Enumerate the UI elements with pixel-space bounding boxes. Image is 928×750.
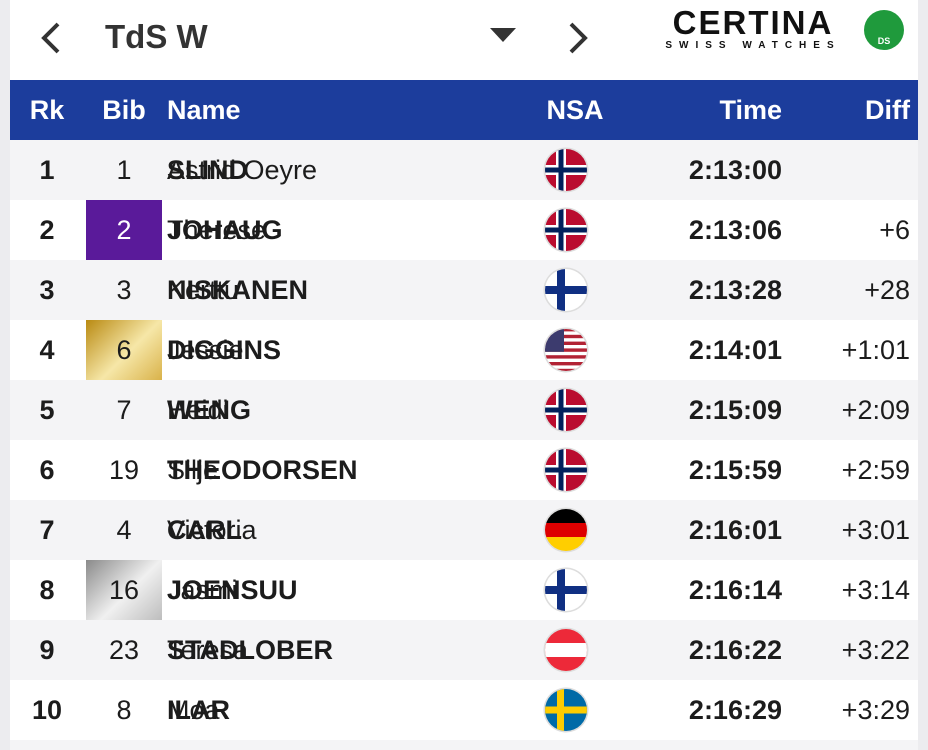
firstname: Silje xyxy=(167,455,219,485)
table-header: Rk Bib Name NSA Time Diff xyxy=(10,80,918,140)
rank: 3 xyxy=(39,275,55,305)
rank: 5 xyxy=(39,395,55,425)
firstname: Victoria xyxy=(167,515,257,545)
dropdown-button[interactable] xyxy=(488,26,518,46)
next-row xyxy=(10,740,918,750)
rank: 9 xyxy=(39,635,55,665)
time: 2:15:59 xyxy=(688,455,782,485)
result-row[interactable]: 6 19 THEODORSEN Silje 2:15:59 +2:59 xyxy=(10,440,918,500)
firstname: Astrid Oeyre xyxy=(167,155,318,185)
result-row[interactable]: 8 16 JOENSUU Jasmi 2:16:14 +3:14 xyxy=(10,560,918,620)
nsa-flag xyxy=(543,207,589,253)
firstname: Teresa xyxy=(167,635,249,665)
firstname: Therese xyxy=(167,215,267,245)
col-time[interactable]: Time xyxy=(719,95,782,125)
bib: 6 xyxy=(86,320,162,380)
result-row[interactable]: 10 8 ILAR Moa 2:16:29 +3:29 xyxy=(10,680,918,740)
result-row[interactable]: 2 2 JOHAUG Therese 2:13:06 +6 xyxy=(10,200,918,260)
badge: DS xyxy=(864,10,904,50)
bib: 16 xyxy=(86,560,162,620)
diff: +3:22 xyxy=(841,635,910,665)
surname: ILAR xyxy=(167,695,230,725)
col-rk[interactable]: Rk xyxy=(29,95,65,125)
result-row[interactable]: 7 4 CARL Victoria 2:16:01 +3:01 xyxy=(10,500,918,560)
bib: 7 xyxy=(116,395,132,425)
diff: +28 xyxy=(864,275,910,305)
nsa-flag xyxy=(543,387,589,433)
surname: THEODORSEN xyxy=(167,455,358,485)
firstname: Jessie xyxy=(167,335,244,365)
time: 2:13:06 xyxy=(688,215,782,245)
time: 2:16:14 xyxy=(688,575,782,605)
diff: +2:59 xyxy=(841,455,910,485)
nsa-flag xyxy=(543,687,589,733)
event-title: TdS W xyxy=(105,18,208,55)
sponsor-logo: CERTINA SWISS WATCHES xyxy=(648,4,858,52)
nsa-flag xyxy=(543,327,589,373)
rank: 2 xyxy=(39,215,55,245)
diff: +6 xyxy=(879,215,910,245)
diff: +3:01 xyxy=(841,515,910,545)
diff: +3:14 xyxy=(841,575,910,605)
rank: 10 xyxy=(31,695,63,725)
diff: +2:09 xyxy=(841,395,910,425)
bib: 4 xyxy=(116,515,132,545)
rank: 4 xyxy=(39,335,55,365)
nsa-flag xyxy=(543,627,589,673)
prev-button[interactable] xyxy=(38,20,66,56)
nsa-flag xyxy=(543,567,589,613)
tagline: SWISS WATCHES xyxy=(665,40,841,51)
brand: CERTINA xyxy=(672,4,834,41)
time: 2:16:01 xyxy=(688,515,782,545)
diff: +3:29 xyxy=(841,695,910,725)
surname: STADLOBER xyxy=(167,635,333,665)
bib: 8 xyxy=(116,695,132,725)
result-row[interactable]: 4 6 DIGGINS Jessie 2:14:01 +1:01 xyxy=(10,320,918,380)
surname: NISKANEN xyxy=(167,275,309,305)
bib: 1 xyxy=(116,155,132,185)
time: 2:13:28 xyxy=(688,275,782,305)
next-button[interactable] xyxy=(563,20,591,56)
bib: 3 xyxy=(116,275,132,305)
rank: 1 xyxy=(39,155,55,185)
col-nsa[interactable]: NSA xyxy=(546,95,604,125)
bib: 2 xyxy=(86,200,162,260)
time: 2:16:22 xyxy=(688,635,782,665)
bib: 23 xyxy=(108,635,140,665)
firstname: Heidi xyxy=(167,395,229,425)
result-row[interactable]: 9 23 STADLOBER Teresa 2:16:22 +3:22 xyxy=(10,620,918,680)
time: 2:13:00 xyxy=(688,155,782,185)
rank: 7 xyxy=(39,515,55,545)
rank: 6 xyxy=(39,455,55,485)
bib: 19 xyxy=(108,455,140,485)
nsa-flag xyxy=(543,507,589,553)
surname: DIGGINS xyxy=(167,335,282,365)
time: 2:15:09 xyxy=(688,395,782,425)
top-bar: TdS W CERTINA SWISS WATCHES DS xyxy=(10,0,918,80)
time: 2:14:01 xyxy=(688,335,782,365)
results-page: TdS W CERTINA SWISS WATCHES DS Rk Bib Na… xyxy=(10,0,918,750)
col-diff[interactable]: Diff xyxy=(865,95,910,125)
nsa-flag xyxy=(543,447,589,493)
nsa-flag xyxy=(543,267,589,313)
surname: CARL xyxy=(167,515,242,545)
nsa-flag xyxy=(543,147,589,193)
diff: +1:01 xyxy=(841,335,910,365)
result-row[interactable]: 3 3 NISKANEN Kerttu 2:13:28 +28 xyxy=(10,260,918,320)
surname: WENG xyxy=(167,395,251,425)
firstname: Moa xyxy=(167,695,220,725)
col-name[interactable]: Name xyxy=(167,95,241,125)
surname: JOHAUG xyxy=(167,215,283,245)
surname: SLIND xyxy=(167,155,248,185)
col-bib[interactable]: Bib xyxy=(102,95,146,125)
result-row[interactable]: 5 7 WENG Heidi 2:15:09 +2:09 xyxy=(10,380,918,440)
rank: 8 xyxy=(39,575,55,605)
surname: JOENSUU xyxy=(167,575,298,605)
firstname: Jasmi xyxy=(167,575,238,605)
time: 2:16:29 xyxy=(688,695,782,725)
firstname: Kerttu xyxy=(167,275,240,305)
result-row[interactable]: 1 1 SLIND Astrid Oeyre 2:13:00 xyxy=(10,140,918,200)
